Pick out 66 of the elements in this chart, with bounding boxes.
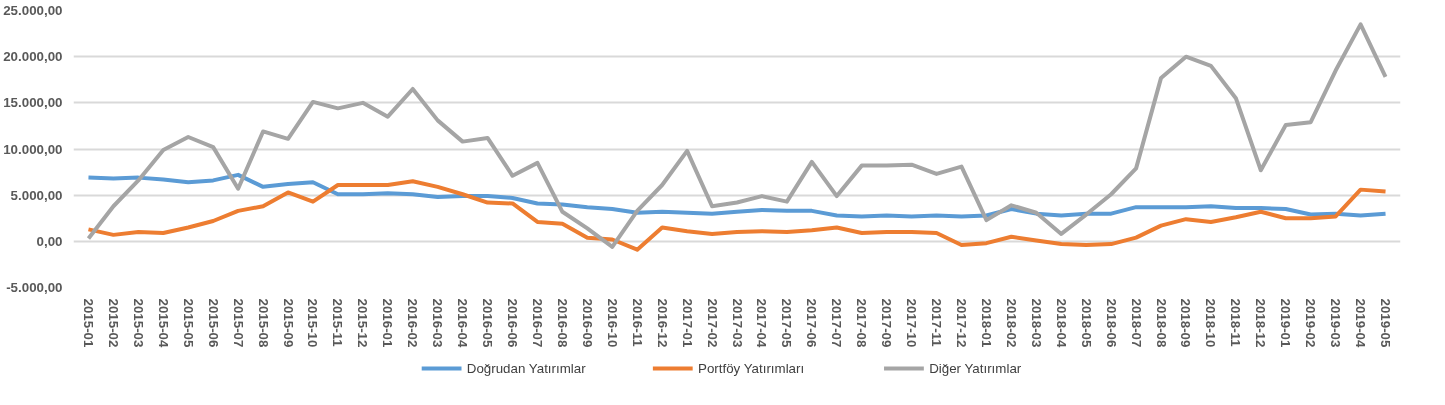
x-tick-label: 2019-04 xyxy=(1353,298,1369,348)
x-tick-label: 2017-02 xyxy=(704,298,720,348)
x-tick-label: 2015-10 xyxy=(305,298,321,348)
x-tick-label: 2015-06 xyxy=(205,298,221,348)
x-tick-label: 2018-10 xyxy=(1203,298,1219,348)
x-tick-label: 2016-04 xyxy=(455,298,471,348)
x-tick-label: 2016-05 xyxy=(480,298,496,348)
x-tick-label: 2018-06 xyxy=(1103,298,1119,348)
x-tick-label: 2018-11 xyxy=(1228,298,1244,348)
x-tick-label: 2018-07 xyxy=(1128,298,1144,348)
line-series xyxy=(86,179,1388,252)
x-tick-label: 2016-03 xyxy=(430,298,446,348)
x-tick-label: 2015-07 xyxy=(230,298,246,348)
x-tick-label: 2018-08 xyxy=(1153,298,1169,348)
x-tick-label: 2015-05 xyxy=(180,298,196,348)
x-tick-label: 2017-09 xyxy=(879,298,895,348)
line-series xyxy=(86,22,1388,249)
x-tick-label: 2016-06 xyxy=(505,298,521,348)
legend-label: Doğrudan Yatırımlar xyxy=(466,361,587,376)
x-tick-label: 2016-09 xyxy=(579,298,595,348)
x-tick-label: 2015-02 xyxy=(105,298,121,348)
x-tick-label: 2017-07 xyxy=(829,298,845,348)
x-tick-label: 2016-07 xyxy=(529,298,545,348)
x-tick-label: 2017-01 xyxy=(679,298,695,348)
x-tick-label: 2016-08 xyxy=(554,298,570,348)
x-tick-label: 2018-05 xyxy=(1078,298,1094,348)
x-tick-label: 2017-08 xyxy=(854,298,870,348)
x-tick-label: 2019-05 xyxy=(1378,298,1394,348)
x-tick-label: 2017-11 xyxy=(929,298,945,348)
x-tick-label: 2018-02 xyxy=(1003,298,1019,348)
x-tick-label: 2019-01 xyxy=(1278,298,1294,348)
legend-label: Portföy Yatırımları xyxy=(697,361,805,376)
x-tick-label: 2016-01 xyxy=(380,298,396,348)
x-tick-label: 2015-12 xyxy=(355,298,371,348)
x-tick-label: 2015-01 xyxy=(80,298,96,348)
x-tick-label: 2018-09 xyxy=(1178,298,1194,348)
y-tick-label: -5.000,00 xyxy=(6,280,63,295)
x-tick-label: 2019-03 xyxy=(1328,298,1344,348)
y-tick-label: 10.000,00 xyxy=(3,141,63,157)
x-tick-label: 2017-04 xyxy=(754,298,770,348)
x-tick-label: 2016-11 xyxy=(629,298,645,348)
y-tick-label: 15.000,00 xyxy=(3,95,63,111)
line-series xyxy=(86,172,1388,219)
y-tick-label: 25.000,00 xyxy=(3,3,63,18)
x-tick-label: 2015-09 xyxy=(280,298,296,348)
x-tick-label: 2017-03 xyxy=(729,298,745,348)
x-tick-label: 2016-10 xyxy=(604,298,620,348)
x-tick-label: 2018-03 xyxy=(1028,298,1044,348)
x-tick-label: 2017-06 xyxy=(804,298,820,348)
x-tick-label: 2015-08 xyxy=(255,298,271,348)
x-tick-label: 2015-11 xyxy=(330,298,346,348)
x-tick-label: 2018-12 xyxy=(1253,298,1269,348)
x-tick-label: 2017-05 xyxy=(779,298,795,348)
x-tick-label: 2016-02 xyxy=(405,298,421,348)
x-tick-label: 2015-03 xyxy=(130,298,146,348)
x-tick-label: 2019-02 xyxy=(1303,298,1319,348)
x-tick-label: 2016-12 xyxy=(654,298,670,348)
legend-label: Diğer Yatırımlar xyxy=(929,361,1022,376)
x-tick-label: 2017-10 xyxy=(904,298,920,348)
x-tick-label: 2017-12 xyxy=(953,298,969,348)
y-tick-label: 5.000,00 xyxy=(10,187,63,203)
x-tick-label: 2015-04 xyxy=(155,298,171,348)
y-tick-label: 0,00 xyxy=(36,233,63,249)
y-tick-label: 20.000,00 xyxy=(3,49,63,65)
x-tick-label: 2018-04 xyxy=(1053,298,1069,348)
x-tick-label: 2018-01 xyxy=(978,298,994,348)
